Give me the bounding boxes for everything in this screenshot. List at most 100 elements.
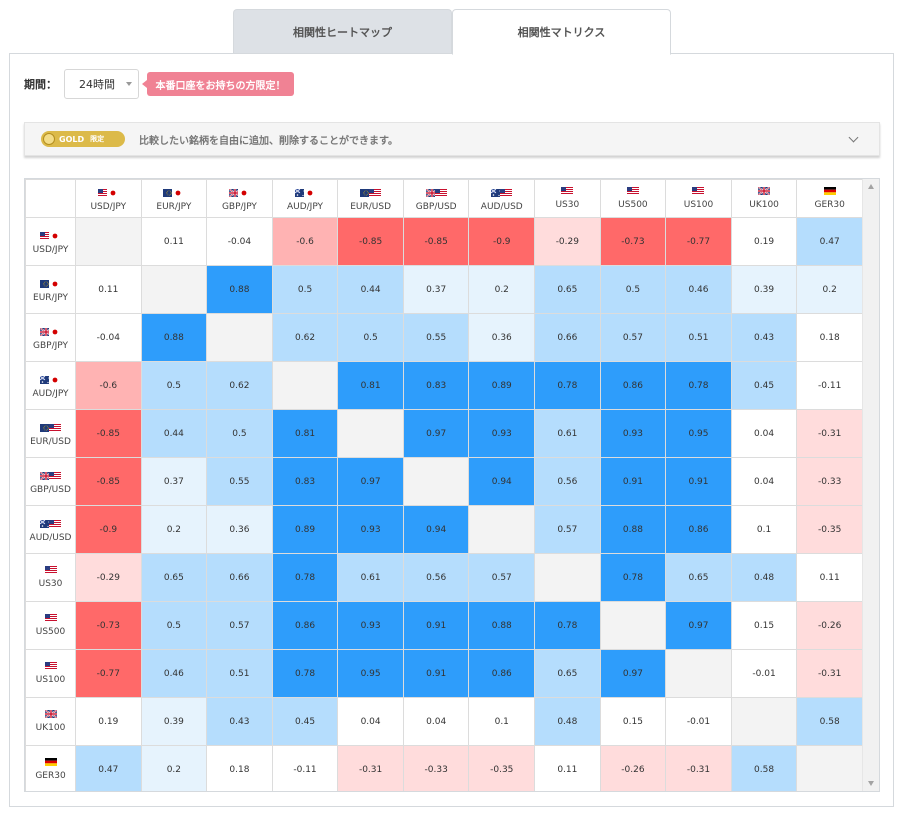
correlation-matrix: USD/JPY EUR/JPY GBP/JPY AUD/JPY EUR/USD GBP/U… xyxy=(24,178,880,792)
diagonal-cell xyxy=(468,505,536,554)
correlation-cell: 0.91 xyxy=(402,601,470,650)
tab-heatmap[interactable]: 相関性ヒートマップ xyxy=(233,9,452,54)
gold-badge-label: GOLD xyxy=(59,134,85,144)
correlation-cell: 0.66 xyxy=(534,313,601,362)
flag-icon xyxy=(39,469,61,483)
correlation-cell: 0.2 xyxy=(140,745,208,791)
correlation-cell: 0.46 xyxy=(140,649,208,698)
correlation-cell: 0.18 xyxy=(796,313,863,362)
correlation-cell: -0.31 xyxy=(796,409,863,458)
correlation-cell: -0.85 xyxy=(75,409,142,458)
row-header-label: GBP/USD xyxy=(30,484,71,495)
correlation-cell: 0.37 xyxy=(140,457,208,506)
correlation-cell: 0.65 xyxy=(534,265,601,314)
correlation-cell: 0.88 xyxy=(468,601,536,650)
matrix-corner xyxy=(25,179,76,218)
flag-icon xyxy=(44,614,57,625)
column-header: AUD/USD xyxy=(468,179,536,218)
column-header-label: US500 xyxy=(618,200,648,210)
flag-icon xyxy=(228,186,250,200)
column-header-label: EUR/JPY xyxy=(156,201,192,212)
correlation-cell: 0.86 xyxy=(665,505,732,554)
correlation-cell: 0.65 xyxy=(534,649,601,698)
column-header: UK100 xyxy=(730,179,798,218)
tab-bar: 相関性ヒートマップ 相関性マトリクス xyxy=(233,9,671,55)
correlation-cell: 0.65 xyxy=(665,553,732,602)
correlation-cell: 0.2 xyxy=(796,265,863,314)
correlation-cell: 0.62 xyxy=(271,313,339,362)
us-flag-icon xyxy=(97,188,110,197)
chevron-down-icon[interactable] xyxy=(848,132,859,143)
flag-icon xyxy=(40,277,61,291)
flag-icon xyxy=(163,186,185,200)
us-flag-icon xyxy=(561,187,574,195)
row-header: GBP/JPY xyxy=(25,313,76,362)
flag-icon xyxy=(40,229,61,243)
correlation-cell: 0.86 xyxy=(271,601,339,650)
correlation-cell: 0.37 xyxy=(402,265,470,314)
row-header-label: EUR/JPY xyxy=(33,292,68,303)
scroll-down-icon[interactable] xyxy=(868,781,874,786)
correlation-cell: -0.01 xyxy=(665,697,732,746)
correlation-cell: 0.56 xyxy=(402,553,470,602)
vertical-scrollbar[interactable] xyxy=(862,179,879,791)
column-header-label: AUD/USD xyxy=(480,201,523,212)
flag-icon xyxy=(40,421,61,435)
us-flag-icon xyxy=(40,231,52,240)
row-header-label: US30 xyxy=(38,579,63,589)
period-select[interactable]: 24時間 xyxy=(64,69,139,99)
us-flag-icon xyxy=(434,188,447,197)
correlation-cell: 0.78 xyxy=(271,649,339,698)
correlation-cell: -0.73 xyxy=(599,217,667,266)
diagonal-cell xyxy=(665,649,732,698)
correlation-cell: 0.81 xyxy=(337,361,404,410)
correlation-cell: 0.78 xyxy=(599,553,667,602)
correlation-cell: 0.57 xyxy=(534,505,601,554)
diagonal-cell xyxy=(271,361,339,410)
scroll-up-icon[interactable] xyxy=(868,184,874,189)
correlation-cell: 0.44 xyxy=(337,265,404,314)
correlation-cell: 0.88 xyxy=(206,265,273,314)
correlation-cell: 0.91 xyxy=(402,649,470,698)
row-header: GER30 xyxy=(25,745,76,791)
correlation-cell: 0.55 xyxy=(206,457,273,506)
tab-matrix[interactable]: 相関性マトリクス xyxy=(452,9,671,55)
gold-feature-bar[interactable]: GOLD 限定 比較したい銘柄を自由に追加、削除することができます。 xyxy=(24,122,880,156)
correlation-cell: 0.5 xyxy=(140,361,208,410)
correlation-cell: 0.61 xyxy=(337,553,404,602)
correlation-cell: -0.29 xyxy=(534,217,601,266)
flag-icon xyxy=(425,186,447,200)
column-header: US500 xyxy=(599,179,667,218)
row-header-label: USD/JPY xyxy=(32,244,69,255)
correlation-cell: 0.89 xyxy=(468,361,536,410)
correlation-cell: 0.86 xyxy=(599,361,667,410)
correlation-cell: 0.83 xyxy=(271,457,339,506)
correlation-cell: 0.93 xyxy=(337,601,404,650)
correlation-cell: -0.6 xyxy=(271,217,339,266)
correlation-cell: 0.2 xyxy=(468,265,536,314)
table-row: USD/JPY 0.11 -0.04 -0.6 -0.85 -0.85 -0.9 -0.29-… xyxy=(25,217,863,266)
us-flag-icon xyxy=(44,614,57,622)
row-header-label: UK100 xyxy=(35,723,66,733)
correlation-cell: 0.51 xyxy=(206,649,273,698)
correlation-cell: -0.85 xyxy=(337,217,404,266)
correlation-cell: 0.11 xyxy=(75,265,142,314)
correlation-cell: 0.62 xyxy=(206,361,273,410)
correlation-cell: -0.6 xyxy=(75,361,142,410)
correlation-cell: 0.83 xyxy=(402,361,470,410)
column-header: USD/JPY xyxy=(75,179,142,218)
row-header: AUD/JPY xyxy=(25,361,76,410)
us-flag-icon xyxy=(44,662,57,670)
gold-limited-label: 限定 xyxy=(90,135,105,143)
gb-flag-icon xyxy=(757,186,771,196)
correlation-cell: -0.26 xyxy=(796,601,863,650)
matrix-table: USD/JPY EUR/JPY GBP/JPY AUD/JPY EUR/USD GBP/U… xyxy=(25,179,863,791)
row-header: US100 xyxy=(25,649,76,698)
au-flag-icon xyxy=(39,375,52,384)
table-row: US30 -0.29 0.65 0.66 0.78 0.61 0.56 0.57 0.78 0.6… xyxy=(25,553,863,602)
table-row: US500 -0.73 0.5 0.57 0.86 0.93 0.91 0.88 0.78 0.9… xyxy=(25,601,863,650)
correlation-cell: 0.43 xyxy=(206,697,273,746)
correlation-cell: -0.9 xyxy=(468,217,536,266)
table-row: AUD/JPY -0.6 0.5 0.62 0.81 0.83 0.89 0.78 0.86 0.… xyxy=(25,361,863,410)
correlation-cell: 0.95 xyxy=(337,649,404,698)
